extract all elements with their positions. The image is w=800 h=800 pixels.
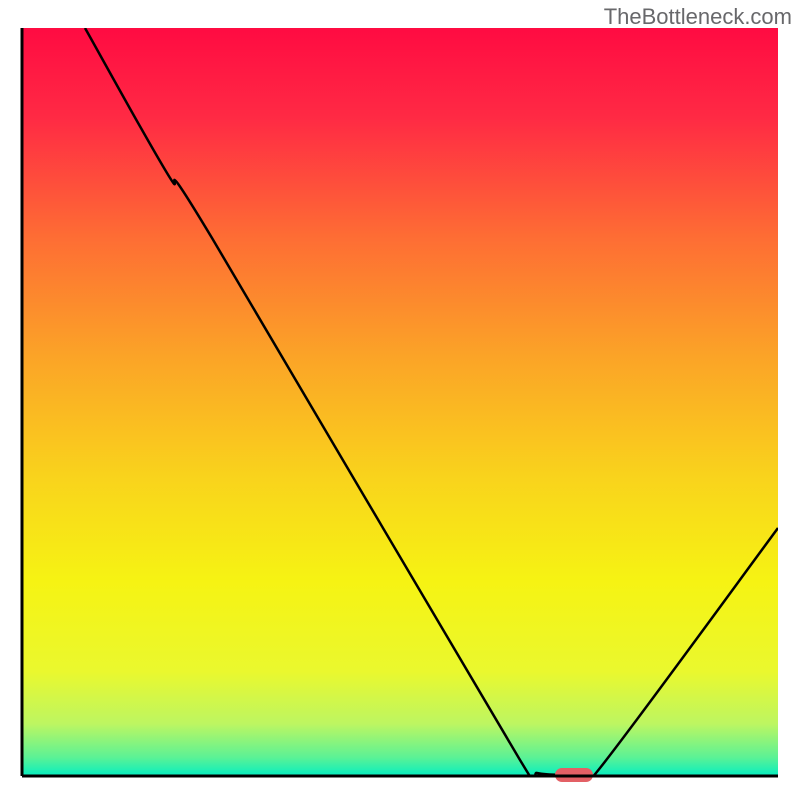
- gradient-background: [22, 28, 778, 776]
- bottleneck-chart: [0, 0, 800, 800]
- watermark-label: TheBottleneck.com: [604, 4, 792, 30]
- chart-container: TheBottleneck.com: [0, 0, 800, 800]
